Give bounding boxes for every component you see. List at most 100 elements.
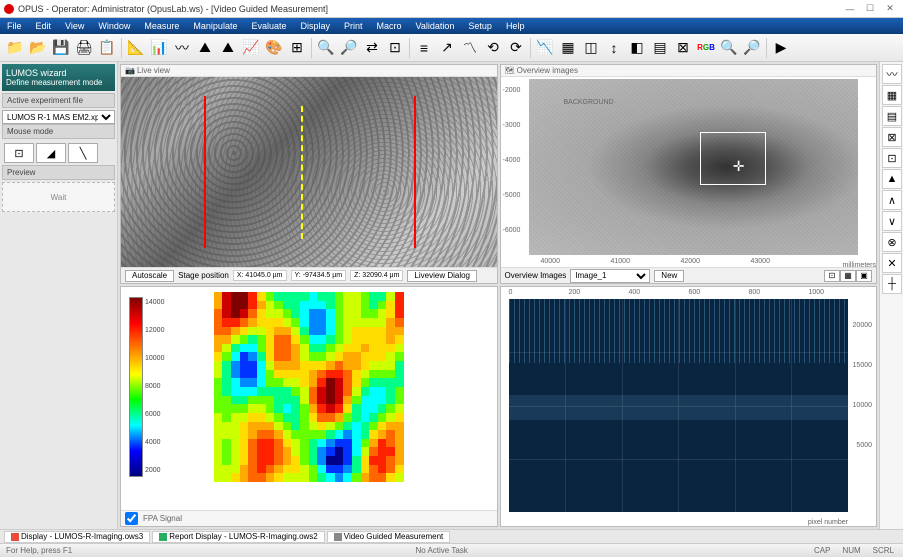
menu-measure[interactable]: Measure [141,20,182,32]
toolbar-btn-31[interactable]: ▤ [649,37,671,59]
right-tool-0[interactable]: 〰 [882,64,902,84]
toolbar-btn-22[interactable]: 〽 [459,37,481,59]
toolbar-btn-15[interactable]: 🔍 [315,37,337,59]
toolbar-btn-3[interactable]: 🖨 [73,37,95,59]
menu-view[interactable]: View [62,20,87,32]
right-tool-9[interactable]: ✕ [882,253,902,273]
tab-label: Video Guided Measurement [344,532,443,541]
tab-0[interactable]: Display - LUMOS-R-Imaging.ows3 [4,531,150,543]
toolbar-btn-18[interactable]: ⊡ [384,37,406,59]
menu-manipulate[interactable]: Manipulate [190,20,240,32]
toolbar-btn-24[interactable]: ⟳ [505,37,527,59]
toolbar-btn-11[interactable]: 📈 [240,37,262,59]
active-experiment-label: Active experiment file [2,93,115,108]
overview-tool-1[interactable]: ▦ [840,270,856,282]
marker-line-center[interactable] [301,106,303,239]
spectrum-xtick: 600 [689,289,701,296]
right-tool-6[interactable]: ∧ [882,190,902,210]
toolbar-btn-32[interactable]: ⊠ [672,37,694,59]
overview-xtick: 41000 [611,258,630,265]
toolbar-btn-7[interactable]: 📊 [148,37,170,59]
right-tool-7[interactable]: ∨ [882,211,902,231]
menu-macro[interactable]: Macro [374,20,405,32]
menu-edit[interactable]: Edit [33,20,55,32]
tab-2[interactable]: Video Guided Measurement [327,531,450,543]
menu-evaluate[interactable]: Evaluate [248,20,289,32]
live-view-image[interactable] [121,77,497,267]
wizard-header: LUMOS wizard Define measurement mode [2,64,115,91]
toolbar-btn-12[interactable]: 🎨 [263,37,285,59]
heatmap-image[interactable] [214,292,404,482]
maximize-button[interactable]: ☐ [861,2,879,16]
toolbar-btn-35[interactable]: 🔎 [741,37,763,59]
menu-print[interactable]: Print [341,20,366,32]
toolbar-btn-33[interactable]: RGB [695,37,717,59]
menu-file[interactable]: File [4,20,25,32]
overview-xtick: 42000 [681,258,700,265]
sidebar: LUMOS wizard Define measurement mode Act… [0,62,118,529]
experiment-dropdown[interactable]: LUMOS R-1 MAS EM2.xpm [2,110,115,124]
overview-ytick: -4000 [503,157,521,164]
right-tool-1[interactable]: ▦ [882,85,902,105]
toolbar-btn-2[interactable]: 💾 [50,37,72,59]
mouse-mode-1[interactable]: ◢ [36,143,66,163]
toolbar-btn-0[interactable]: 📁 [4,37,26,59]
toolbar-btn-1[interactable]: 📂 [27,37,49,59]
toolbar-btn-6[interactable]: 📐 [125,37,147,59]
marker-line-right[interactable] [414,96,416,248]
toolbar-btn-16[interactable]: 🔎 [338,37,360,59]
overview-tool-2[interactable]: ▣ [856,270,872,282]
toolbar-btn-13[interactable]: ⊞ [286,37,308,59]
preview-area: Wait [2,182,115,212]
right-tool-3[interactable]: ⊠ [882,127,902,147]
toolbar-btn-17[interactable]: ⇄ [361,37,383,59]
new-overview-button[interactable]: New [654,270,684,282]
spectrum-xtick: 800 [749,289,761,296]
close-button[interactable]: ✕ [881,2,899,16]
toolbar-btn-4[interactable]: 📋 [96,37,118,59]
menu-help[interactable]: Help [503,20,528,32]
menu-setup[interactable]: Setup [465,20,495,32]
minimize-button[interactable]: — [841,2,859,16]
overview-ytick: -3000 [503,122,521,129]
autoscale-button[interactable]: Autoscale [125,270,174,282]
right-tool-10[interactable]: ┼ [882,274,902,294]
overview-image[interactable]: ✛ BACKGROUND [529,79,859,255]
right-tool-8[interactable]: ⊗ [882,232,902,252]
toolbar-btn-26[interactable]: 📉 [534,37,556,59]
toolbar-btn-37[interactable]: ▶ [770,37,792,59]
overview-image-dropdown[interactable]: Image_1 [570,269,650,283]
overview-icon: 🗺 [505,66,515,75]
toolbar-btn-10[interactable]: ⛰ [217,37,239,59]
menu-validation[interactable]: Validation [413,20,458,32]
wizard-subtitle: Define measurement mode [6,78,111,87]
fpa-signal-checkbox[interactable] [125,512,138,525]
toolbar-btn-9[interactable]: ⛰ [194,37,216,59]
mouse-mode-0[interactable]: ⊡ [4,143,34,163]
colorbar-tick: 2000 [145,467,161,474]
liveview-dialog-button[interactable]: Liveview Dialog [407,270,477,282]
right-tool-4[interactable]: ⊡ [882,148,902,168]
right-tool-5[interactable]: ▲ [882,169,902,189]
toolbar-btn-30[interactable]: ◧ [626,37,648,59]
overview-ytick: -5000 [503,192,521,199]
mouse-mode-2[interactable]: ╲ [68,143,98,163]
toolbar-btn-20[interactable]: ≡ [413,37,435,59]
toolbar-btn-27[interactable]: ▦ [557,37,579,59]
tab-1[interactable]: Report Display - LUMOS-R-Imaging.ows2 [152,531,325,543]
spectrum-plot[interactable] [509,299,849,512]
toolbar-btn-28[interactable]: ◫ [580,37,602,59]
toolbar-btn-8[interactable]: 〰 [171,37,193,59]
menubar: File Edit View Window Measure Manipulate Evalu… [0,18,903,34]
toolbar-btn-34[interactable]: 🔍 [718,37,740,59]
toolbar-btn-21[interactable]: ↗ [436,37,458,59]
mouse-mode-label: Mouse mode [2,124,115,139]
toolbar-btn-23[interactable]: ⟲ [482,37,504,59]
menu-display[interactable]: Display [297,20,333,32]
menu-window[interactable]: Window [95,20,133,32]
right-tool-2[interactable]: ▤ [882,106,902,126]
overview-tool-0[interactable]: ⊡ [824,270,840,282]
toolbar-btn-29[interactable]: ↕ [603,37,625,59]
status-scrl: SCRL [870,546,897,555]
marker-line-left[interactable] [204,96,206,248]
